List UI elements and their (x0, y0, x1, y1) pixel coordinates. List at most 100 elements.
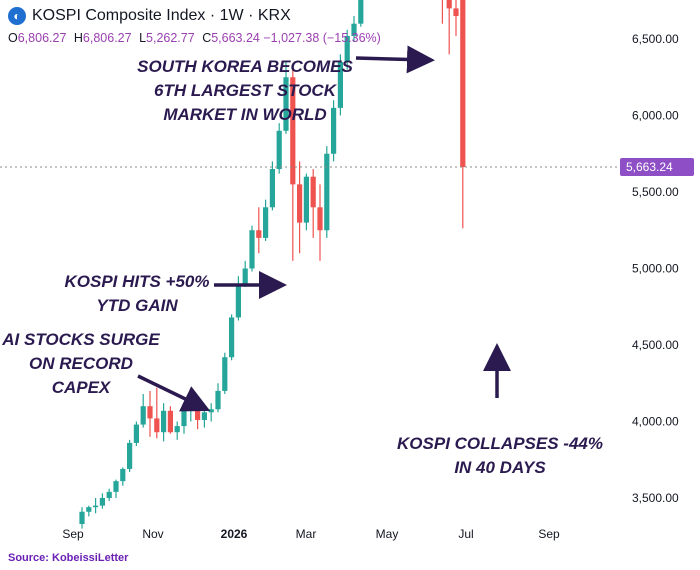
annotation-text: YTD GAIN (96, 296, 178, 315)
candle-body (242, 268, 248, 284)
annotation-text: ON RECORD (29, 354, 133, 373)
change-value: −1,027.38 (−15.36%) (263, 31, 381, 45)
candle-body (263, 207, 269, 238)
candle-body (133, 424, 139, 443)
candle-up (242, 260, 248, 287)
candle-up (337, 54, 343, 116)
candle-body (113, 481, 119, 492)
candle-up (351, 16, 357, 43)
candle-up (86, 505, 92, 517)
candle-body (297, 184, 303, 223)
candle-body (290, 77, 296, 185)
candle-body (174, 426, 180, 433)
candle-up (181, 406, 187, 434)
candle-up (324, 146, 330, 238)
candle-body (99, 498, 105, 506)
candle-body (147, 406, 153, 419)
annotation-text: KOSPI HITS +50% (64, 272, 209, 291)
candle-down (460, 0, 466, 229)
candle-down (256, 207, 262, 254)
candle-down (317, 184, 323, 261)
annotation-text: KOSPI COLLAPSES -44% (397, 434, 603, 453)
candle-body (276, 130, 282, 170)
candle-body (201, 412, 207, 420)
candle-down (154, 387, 160, 439)
candle-up (99, 493, 105, 509)
candle-body (446, 0, 452, 9)
candle-down (147, 390, 153, 437)
candle-up (283, 61, 289, 134)
high-key: H (73, 31, 83, 45)
candle-down (446, 0, 452, 55)
candle-up (140, 393, 146, 428)
candle-body (161, 410, 167, 433)
candle-up (208, 403, 214, 422)
candle-up (358, 0, 364, 27)
candle-up (79, 507, 85, 529)
y-tick-label: 5,500.00 (632, 185, 679, 199)
candle-up (174, 421, 180, 440)
candle-body (331, 107, 337, 154)
candle-body (310, 176, 316, 208)
candle-body (222, 357, 228, 391)
annotation-text: AI STOCKS SURGE (1, 330, 160, 349)
candle-up (106, 488, 112, 502)
candle-up (201, 406, 207, 428)
candle-up (161, 403, 167, 442)
candle-body (195, 406, 201, 420)
y-tick-label: 4,500.00 (632, 338, 679, 352)
y-tick-label: 6,500.00 (632, 32, 679, 46)
last-price-text: 5,663.24 (626, 160, 673, 174)
candle-body (154, 418, 160, 433)
candle-up (93, 498, 99, 514)
candle-body (337, 61, 343, 108)
candle-body (79, 511, 85, 525)
candle-up (269, 161, 275, 211)
candle-up (120, 467, 126, 486)
candle-body (269, 169, 275, 208)
candle-down (297, 161, 303, 254)
candle-body (283, 77, 289, 131)
x-tick-label: Sep (62, 527, 84, 541)
annotation-text: SOUTH KOREA BECOMES (137, 57, 353, 76)
candle-body (229, 317, 235, 358)
candle-body (358, 0, 364, 24)
candle-body (188, 406, 194, 411)
candle-body (127, 442, 133, 469)
candle-body (344, 35, 350, 62)
candle-body (249, 230, 255, 269)
candle-body (317, 207, 323, 231)
x-tick-label: May (376, 527, 399, 541)
x-tick-label: 2026 (221, 527, 248, 541)
candle-up (331, 100, 337, 162)
x-tick-label: Mar (296, 527, 317, 541)
x-tick-label: Jul (458, 527, 473, 541)
candle-body (93, 505, 99, 508)
candle-up (235, 276, 241, 321)
low-value: 5,262.77 (146, 31, 195, 45)
x-tick-label: Sep (538, 527, 560, 541)
y-tick-label: 6,000.00 (632, 109, 679, 123)
open-key: O (8, 31, 18, 45)
x-tick-label: Nov (142, 527, 163, 541)
annotation-arrow (355, 45, 435, 74)
x-axis: Sep Nov 2026 Mar May Jul Sep (62, 527, 560, 541)
candle-body (120, 468, 126, 482)
annotation-text: IN 40 DAYS (454, 458, 546, 477)
candle-up (222, 352, 228, 394)
y-tick-label: 5,000.00 (632, 262, 679, 276)
annotation-text: 6TH LARGEST STOCK (154, 81, 338, 100)
annotation: AI STOCKS SURGE ON RECORD CAPEX (1, 330, 211, 412)
annotation-text: CAPEX (52, 378, 112, 397)
candle-down (167, 406, 173, 434)
close-value: 5,663.24 (211, 31, 260, 45)
last-price-label: 5,663.24 (620, 158, 694, 177)
candle-up (344, 29, 350, 70)
candle-up (263, 199, 269, 241)
candle-down (453, 0, 459, 36)
candle-up (133, 421, 139, 446)
candle-up (215, 383, 221, 413)
candle-down (290, 69, 296, 261)
candle-body (256, 230, 262, 238)
